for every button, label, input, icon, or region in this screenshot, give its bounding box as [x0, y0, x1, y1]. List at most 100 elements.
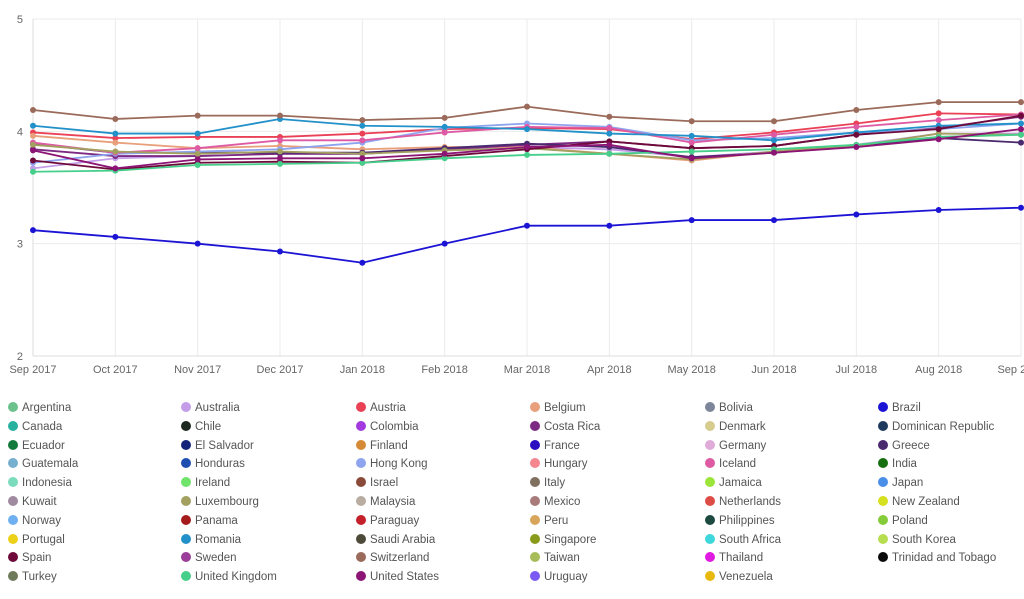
legend-item-uruguay[interactable]: Uruguay: [530, 571, 587, 583]
data-point[interactable]: [112, 139, 119, 146]
data-point[interactable]: [112, 135, 119, 142]
legend-item-thailand[interactable]: Thailand: [705, 552, 763, 564]
legend-item-denmark[interactable]: Denmark: [705, 420, 766, 433]
data-point[interactable]: [771, 131, 777, 138]
data-point[interactable]: [853, 144, 860, 151]
data-point[interactable]: [30, 122, 36, 129]
legend-item-honduras[interactable]: Honduras: [181, 458, 245, 470]
legend-item-iceland[interactable]: Iceland: [705, 458, 756, 470]
legend-item-italy[interactable]: Italy: [530, 477, 565, 489]
legend-item-bolivia[interactable]: Bolivia: [705, 402, 753, 414]
legend-item-philippines[interactable]: Philippines: [705, 514, 775, 527]
data-point[interactable]: [853, 106, 860, 113]
legend-item-austria[interactable]: Austria: [356, 402, 406, 414]
data-point[interactable]: [194, 240, 201, 247]
legend-item-new-zealand[interactable]: New Zealand: [878, 496, 960, 508]
data-point[interactable]: [441, 123, 448, 130]
legend-item-netherlands[interactable]: Netherlands: [705, 496, 781, 508]
data-point[interactable]: [606, 150, 613, 157]
data-point[interactable]: [935, 206, 942, 213]
data-point[interactable]: [1018, 120, 1024, 127]
legend-item-mexico[interactable]: Mexico: [530, 496, 580, 508]
data-point[interactable]: [524, 222, 530, 229]
legend-item-hong-kong[interactable]: Hong Kong: [356, 458, 428, 470]
data-point[interactable]: [935, 99, 942, 106]
data-point[interactable]: [30, 168, 36, 175]
data-point[interactable]: [359, 117, 366, 124]
data-point[interactable]: [277, 248, 283, 255]
data-point[interactable]: [1018, 139, 1024, 146]
data-point[interactable]: [606, 130, 613, 137]
data-point[interactable]: [688, 132, 695, 139]
data-point[interactable]: [441, 150, 448, 157]
data-point[interactable]: [112, 233, 119, 240]
data-point[interactable]: [1018, 126, 1024, 133]
legend-item-japan[interactable]: Japan: [878, 477, 923, 489]
legend-item-chile[interactable]: Chile: [181, 420, 221, 433]
legend-item-indonesia[interactable]: Indonesia: [8, 477, 72, 489]
data-point[interactable]: [30, 141, 36, 148]
data-point[interactable]: [194, 150, 201, 157]
data-point[interactable]: [524, 126, 530, 133]
legend-item-poland[interactable]: Poland: [878, 514, 928, 527]
data-point[interactable]: [441, 240, 448, 247]
data-point[interactable]: [935, 117, 942, 124]
legend-item-portugal[interactable]: Portugal: [8, 533, 65, 546]
data-point[interactable]: [359, 155, 366, 162]
data-point[interactable]: [30, 147, 36, 154]
data-point[interactable]: [194, 112, 201, 119]
data-point[interactable]: [359, 122, 366, 129]
legend-item-united-states[interactable]: United States: [356, 571, 439, 583]
legend-item-panama[interactable]: Panama: [181, 514, 238, 527]
legend-item-paraguay[interactable]: Paraguay: [356, 514, 419, 527]
legend-item-argentina[interactable]: Argentina: [8, 402, 71, 414]
legend-item-brazil[interactable]: Brazil: [878, 402, 921, 414]
legend-item-costa-rica[interactable]: Costa Rica: [530, 420, 600, 433]
data-point[interactable]: [30, 132, 36, 139]
data-point[interactable]: [30, 227, 36, 234]
legend-item-ecuador[interactable]: Ecuador: [8, 439, 65, 452]
data-point[interactable]: [688, 148, 695, 155]
data-point[interactable]: [194, 130, 201, 137]
data-point[interactable]: [277, 160, 283, 167]
data-point[interactable]: [359, 150, 366, 157]
data-point[interactable]: [771, 118, 777, 125]
data-point[interactable]: [853, 211, 860, 218]
legend-item-el-salvador[interactable]: El Salvador: [181, 439, 254, 452]
legend-item-israel[interactable]: Israel: [356, 477, 398, 489]
legend-item-france[interactable]: France: [530, 439, 580, 452]
data-point[interactable]: [194, 162, 201, 169]
legend-item-luxembourg[interactable]: Luxembourg: [181, 496, 259, 508]
data-point[interactable]: [1018, 99, 1024, 106]
data-point[interactable]: [112, 148, 119, 155]
data-point[interactable]: [771, 149, 777, 156]
legend-item-norway[interactable]: Norway: [8, 514, 61, 527]
legend-item-greece[interactable]: Greece: [878, 439, 930, 452]
legend-item-turkey[interactable]: Turkey: [8, 571, 57, 583]
legend-item-saudi-arabia[interactable]: Saudi Arabia: [356, 533, 435, 546]
data-point[interactable]: [30, 157, 36, 164]
legend-item-romania[interactable]: Romania: [181, 533, 241, 546]
data-point[interactable]: [112, 165, 119, 172]
legend-item-india[interactable]: India: [878, 458, 917, 470]
legend-item-canada[interactable]: Canada: [8, 420, 62, 433]
legend-item-venezuela[interactable]: Venezuela: [705, 571, 773, 583]
legend-item-colombia[interactable]: Colombia: [356, 420, 419, 433]
data-point[interactable]: [277, 155, 283, 162]
data-point[interactable]: [359, 259, 366, 266]
data-point[interactable]: [277, 112, 283, 119]
data-point[interactable]: [935, 110, 942, 117]
legend-item-united-kingdom[interactable]: United Kingdom: [181, 571, 277, 583]
legend-item-spain[interactable]: Spain: [8, 552, 51, 564]
data-point[interactable]: [194, 156, 201, 163]
legend-item-guatemala[interactable]: Guatemala: [8, 458, 78, 470]
legend-item-south-africa[interactable]: South Africa: [705, 533, 781, 546]
legend-item-south-korea[interactable]: South Korea: [878, 533, 956, 546]
data-point[interactable]: [1018, 204, 1024, 211]
data-point[interactable]: [771, 137, 777, 144]
data-point[interactable]: [1018, 112, 1024, 119]
data-point[interactable]: [194, 145, 201, 152]
legend-item-singapore[interactable]: Singapore: [530, 533, 596, 546]
legend-item-switzerland[interactable]: Switzerland: [356, 552, 429, 564]
data-point[interactable]: [359, 130, 366, 137]
